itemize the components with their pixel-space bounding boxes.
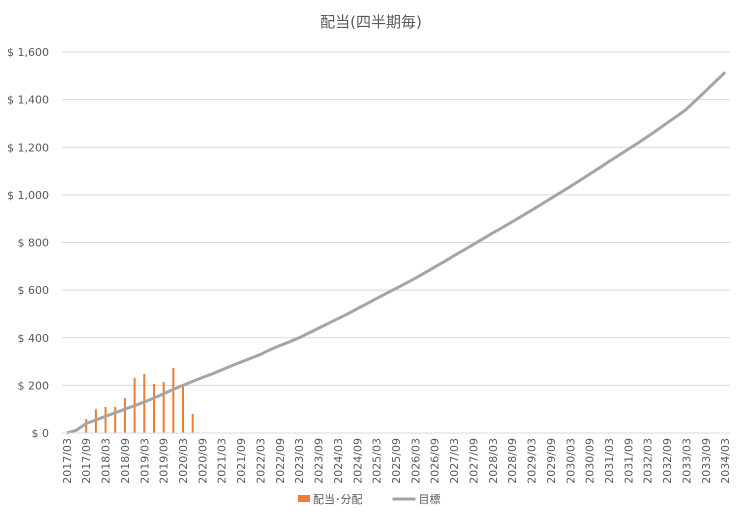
x-tick-label: 2031/03 — [603, 438, 616, 484]
x-tick-label: 2021/09 — [235, 438, 248, 484]
x-tick-label: 2020/03 — [177, 438, 190, 484]
x-tick-label: 2021/03 — [216, 438, 229, 484]
x-tick-label: 2033/03 — [680, 438, 693, 484]
x-tick-label: 2027/09 — [467, 438, 480, 484]
y-tick-label: $ 1,200 — [7, 141, 49, 154]
bar — [114, 407, 117, 433]
x-tick-label: 2028/03 — [487, 438, 500, 484]
x-tick-label: 2031/09 — [622, 438, 635, 484]
y-tick-label: $ 200 — [18, 379, 50, 392]
chart-title: 配当(四半期毎) — [320, 13, 422, 31]
x-tick-label: 2030/09 — [584, 438, 597, 484]
y-tick-label: $ 800 — [18, 237, 50, 250]
x-tick-label: 2026/09 — [429, 438, 442, 484]
y-tick-label: $ 1,000 — [7, 189, 49, 202]
legend-label: 目標 — [419, 492, 441, 506]
x-tick-label: 2019/03 — [138, 438, 151, 484]
x-tick-label: 2033/09 — [700, 438, 713, 484]
x-tick-label: 2030/03 — [564, 438, 577, 484]
bar — [162, 382, 165, 433]
x-tick-label: 2028/09 — [506, 438, 519, 484]
y-tick-label: $ 1,600 — [7, 46, 49, 59]
x-tick-label: 2022/09 — [274, 438, 287, 484]
bar — [172, 367, 175, 433]
x-tick-label: 2027/03 — [448, 438, 461, 484]
x-tick-label: 2022/03 — [254, 438, 267, 484]
x-tick-label: 2024/09 — [351, 438, 364, 484]
x-tick-label: 2018/03 — [100, 438, 113, 484]
x-tick-label: 2023/09 — [313, 438, 326, 484]
y-tick-label: $ 600 — [18, 284, 50, 297]
bar — [85, 418, 88, 433]
legend-label: 配当･分配 — [313, 492, 363, 506]
bar — [104, 407, 107, 433]
x-tick-label: 2018/09 — [119, 438, 132, 484]
x-tick-label: 2017/09 — [80, 438, 93, 484]
line — [66, 71, 727, 435]
x-tick-label: 2020/09 — [196, 438, 209, 484]
bar — [191, 413, 194, 433]
bar — [123, 397, 126, 433]
x-tick-label: 2026/03 — [409, 438, 422, 484]
y-tick-label: $ 400 — [18, 332, 50, 345]
x-tick-label: 2029/03 — [526, 438, 539, 484]
x-tick-label: 2017/03 — [61, 438, 74, 484]
bar — [152, 383, 155, 433]
x-tick-label: 2025/03 — [371, 438, 384, 484]
x-tick-label: 2025/09 — [390, 438, 403, 484]
x-tick-label: 2032/03 — [642, 438, 655, 484]
x-tick-label: 2029/09 — [545, 438, 558, 484]
x-tick-label: 2019/09 — [158, 438, 171, 484]
legend-swatch — [298, 495, 310, 502]
y-tick-label: $ 1,400 — [7, 94, 49, 107]
x-tick-label: 2034/03 — [719, 438, 732, 484]
x-tick-label: 2032/09 — [661, 438, 674, 484]
x-tick-label: 2023/03 — [293, 438, 306, 484]
x-tick-label: 2024/03 — [332, 438, 345, 484]
bar — [182, 383, 185, 433]
y-tick-label: $ 0 — [32, 427, 50, 440]
